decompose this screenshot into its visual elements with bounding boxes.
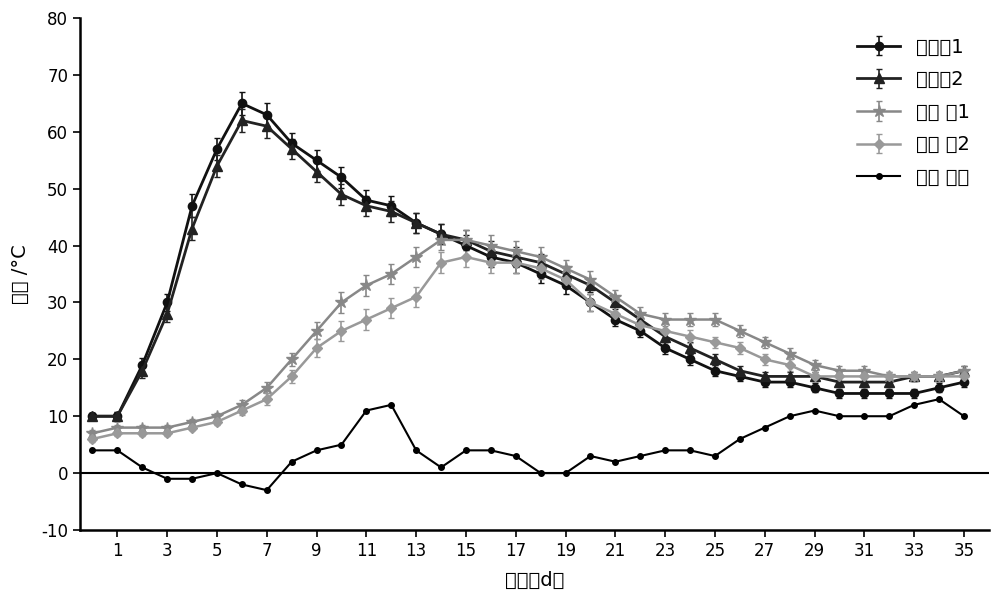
Legend: 实验组1, 实验组2, 对照 组1, 对照 组2, 环境 温度: 实验组1, 实验组2, 对照 组1, 对照 组2, 环境 温度 [848,28,979,197]
X-axis label: 时间（d）: 时间（d） [505,571,564,590]
Y-axis label: 温度 /°C: 温度 /°C [11,244,30,304]
